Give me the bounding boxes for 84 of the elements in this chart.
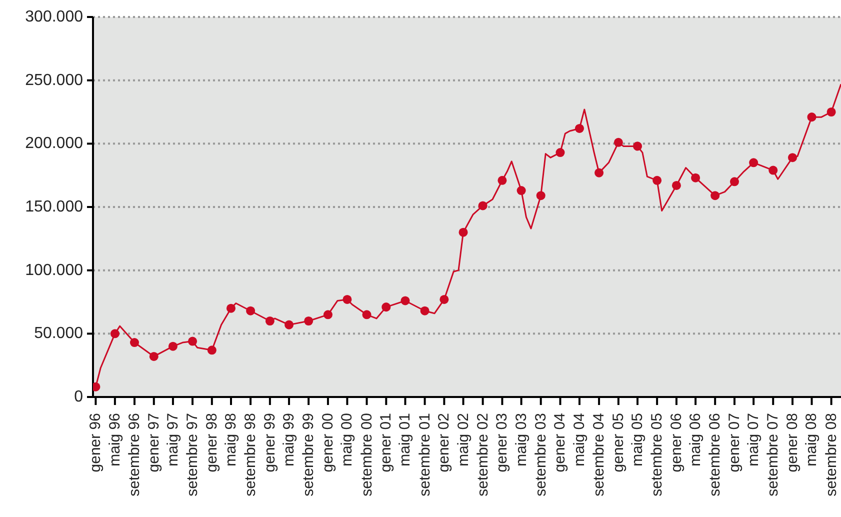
point (574, 124, 584, 133)
x-tick-label: gener 02 (436, 413, 453, 472)
x-tick-label: maig 08 (803, 413, 820, 466)
y-tick-label: 300.000 (25, 8, 84, 26)
point (730, 177, 739, 186)
point (284, 320, 294, 330)
x-tick-label: maig 02 (454, 413, 472, 466)
point (458, 228, 468, 237)
y-tick-label: 100.000 (25, 262, 84, 279)
point (323, 310, 332, 320)
y-tick-label: 150.000 (25, 198, 84, 216)
x-tick-label: gener 06 (668, 413, 685, 472)
x-tick-label: maig 04 (570, 413, 588, 466)
y-tick-label: 50.000 (34, 325, 84, 342)
point (246, 306, 256, 316)
x-tick-label: setembre 08 (822, 413, 840, 496)
point (614, 138, 623, 147)
point (342, 294, 352, 304)
x-tick-label: maig 07 (745, 413, 762, 466)
x-tick-label: setembre 99 (300, 413, 318, 496)
x-tick-label: gener 96 (87, 413, 104, 472)
x-tick-label: maig 98 (222, 413, 240, 466)
point (478, 201, 488, 210)
y-tick-label: 250.000 (25, 72, 84, 89)
y-tick-label: 200.000 (25, 135, 84, 152)
point (672, 180, 681, 190)
point (226, 304, 236, 313)
x-tick-label: maig 00 (338, 413, 356, 466)
x-tick-label: maig 96 (106, 413, 124, 466)
point (168, 342, 178, 351)
x-tick-label: setembre 07 (764, 413, 782, 496)
x-tick-label: setembre 01 (416, 413, 434, 496)
x-tick-label: maig 01 (396, 413, 414, 466)
point (516, 186, 526, 196)
x-tick-label: setembre 98 (242, 413, 260, 496)
point (768, 166, 778, 175)
x-tick-label: gener 00 (319, 413, 336, 472)
point (691, 173, 700, 182)
x-tick-label: gener 98 (203, 413, 220, 472)
point (788, 153, 798, 162)
point (265, 316, 274, 326)
x-tick-label: gener 97 (145, 413, 162, 472)
point (362, 310, 372, 320)
x-tick-label: gener 99 (261, 413, 278, 472)
point (594, 168, 604, 178)
point (400, 296, 410, 306)
x-tick-label: setembre 03 (532, 413, 550, 496)
point (207, 346, 216, 355)
x-tick-label: maig 99 (280, 413, 298, 466)
point (130, 338, 140, 348)
point (110, 329, 120, 338)
point (498, 176, 507, 185)
point (304, 316, 314, 326)
x-tick-label: setembre 00 (358, 413, 376, 496)
point (556, 148, 565, 158)
point (710, 191, 720, 200)
x-tick-label: gener 08 (784, 413, 802, 472)
x-tick-label: maig 05 (629, 413, 646, 466)
x-tick-label: setembre 96 (126, 413, 143, 496)
point (536, 191, 546, 200)
x-tick-label: setembre 05 (648, 413, 666, 496)
x-tick-label: gener 01 (378, 413, 395, 472)
point (420, 306, 430, 316)
point (440, 294, 449, 304)
point (632, 142, 642, 151)
x-tick-label: gener 07 (726, 413, 743, 472)
point (652, 176, 662, 185)
point (188, 336, 198, 346)
x-tick-label: gener 03 (494, 413, 511, 472)
point (149, 352, 158, 361)
x-tick-label: gener 04 (552, 413, 569, 472)
point (382, 302, 391, 312)
x-tick-label: setembre 06 (706, 413, 724, 496)
x-tick-label: maig 06 (687, 413, 704, 466)
x-tick-label: maig 03 (512, 413, 530, 466)
x-tick-label: setembre 04 (590, 413, 608, 496)
point (826, 107, 836, 117)
x-tick-label: maig 97 (164, 413, 182, 466)
x-tick-label: gener 05 (610, 413, 627, 472)
y-tick-label: 0 (74, 388, 84, 406)
x-tick-label: setembre 97 (184, 413, 202, 496)
x-tick-label: setembre 02 (474, 413, 492, 496)
point (807, 112, 816, 122)
point (749, 158, 758, 168)
